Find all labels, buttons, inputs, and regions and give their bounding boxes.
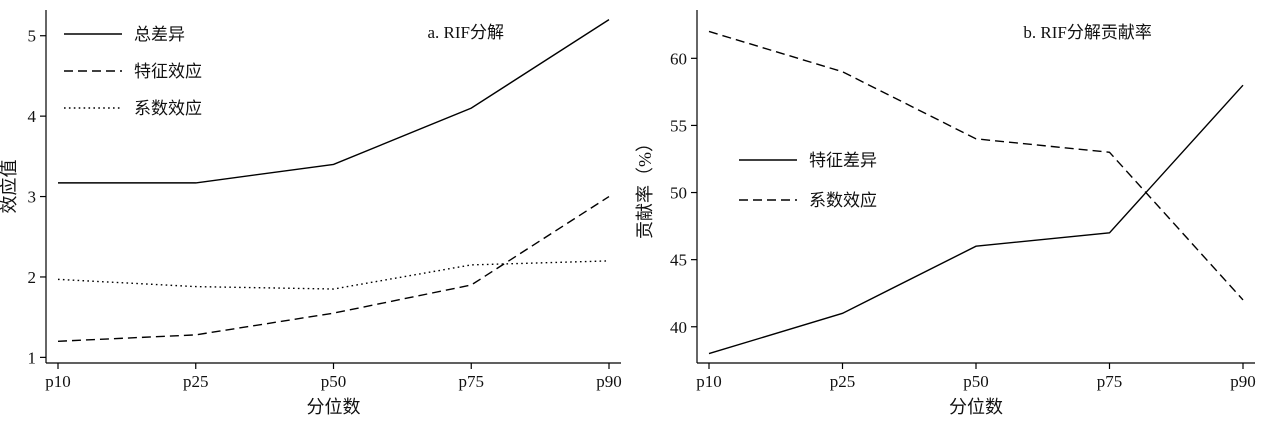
series-line-dotted	[57, 260, 610, 290]
y-tick-label: 2	[28, 268, 37, 287]
x-tick-label: p10	[45, 372, 71, 391]
series-line-solid	[708, 84, 1244, 355]
y-tick-label: 4	[28, 107, 37, 126]
y-axis-label: 效应值	[0, 160, 19, 214]
legend-label: 系数效应	[809, 191, 877, 210]
x-tick-label: p90	[1230, 372, 1256, 391]
series-line-solid	[58, 19, 610, 184]
y-tick-label: 5	[28, 27, 37, 46]
legend-label: 特征差异	[809, 151, 877, 170]
y-tick-label: 40	[670, 318, 687, 337]
chart-title: b. RIF分解贡献率	[1023, 23, 1151, 42]
legend-label: 特征效应	[134, 62, 202, 81]
y-tick-label: 60	[670, 49, 687, 68]
y-tick-label: 45	[670, 251, 687, 270]
y-axis-label: 贡献率（%）	[635, 134, 655, 239]
x-tick-label: p50	[321, 372, 347, 391]
y-tick-label: 3	[28, 188, 37, 207]
series-line-dashed	[708, 30, 1244, 301]
x-axis-label: 分位数	[307, 397, 361, 417]
x-tick-label: p25	[183, 372, 209, 391]
legend-label: 系数效应	[134, 99, 202, 118]
series-line-dashed	[57, 195, 610, 342]
x-tick-label: p75	[1097, 372, 1123, 391]
y-tick-label: 55	[670, 116, 687, 135]
y-tick-label: 50	[670, 184, 687, 203]
legend-label: 总差异	[134, 25, 185, 44]
x-tick-label: p10	[696, 372, 722, 391]
x-tick-label: p75	[459, 372, 485, 391]
x-tick-label: p25	[830, 372, 856, 391]
x-tick-label: p90	[596, 372, 622, 391]
y-tick-label: 1	[28, 348, 37, 367]
x-axis-label: 分位数	[949, 397, 1003, 417]
x-tick-label: p50	[963, 372, 989, 391]
chart-title: a. RIF分解	[428, 23, 505, 42]
